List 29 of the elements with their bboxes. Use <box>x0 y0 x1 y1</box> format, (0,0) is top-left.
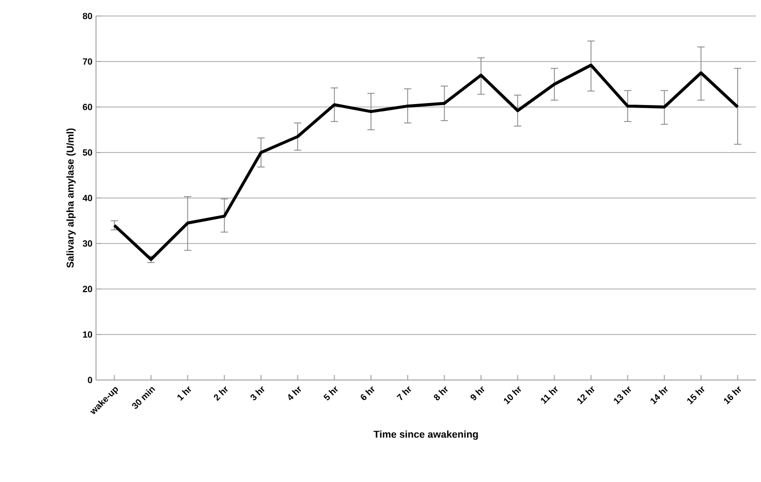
y-tick-label: 60 <box>82 104 92 110</box>
x-tick-label: 9 hr <box>470 386 484 400</box>
x-tick-label: 1 hr <box>177 386 192 401</box>
x-tick-label: 7 hr <box>396 386 412 400</box>
x-tick-label: 11 hr <box>540 386 558 404</box>
x-tick-label: 15 hr <box>687 386 704 404</box>
line-series <box>112 64 740 261</box>
x-tick-label: 13 hr <box>614 386 632 404</box>
x-tick-label: 3 hr <box>250 386 264 400</box>
x-tick-label: 14 hr <box>650 386 668 404</box>
y-tick-label: 30 <box>82 240 92 247</box>
x-tick-label: 2 hr <box>214 386 228 401</box>
x-tick-label: 10 hr <box>504 386 522 404</box>
x-tick-label: 8 hr <box>434 386 448 400</box>
y-tick-label: 40 <box>82 194 92 202</box>
x-tick-label: 4 hr <box>288 386 302 400</box>
y-tick-label: 20 <box>82 286 92 292</box>
y-tick-label: 10 <box>83 331 92 338</box>
y-axis-title: Salivary alpha amylase (U/ml) <box>66 128 76 268</box>
y-tick-label: 0 <box>88 376 92 384</box>
y-tick-label: 80 <box>82 12 92 20</box>
y-tick-label: 70 <box>82 58 92 65</box>
x-tick-label: 16 hr <box>724 386 742 404</box>
y-tick-label: 50 <box>82 149 92 156</box>
x-tick-label: 12 hr <box>577 386 594 404</box>
x-tick-label: 30 min <box>132 387 156 409</box>
x-tick-label: 6 hr <box>360 386 374 400</box>
x-tick-label: 5 hr <box>323 386 338 400</box>
x-axis-title: Time since awakening <box>374 430 478 440</box>
